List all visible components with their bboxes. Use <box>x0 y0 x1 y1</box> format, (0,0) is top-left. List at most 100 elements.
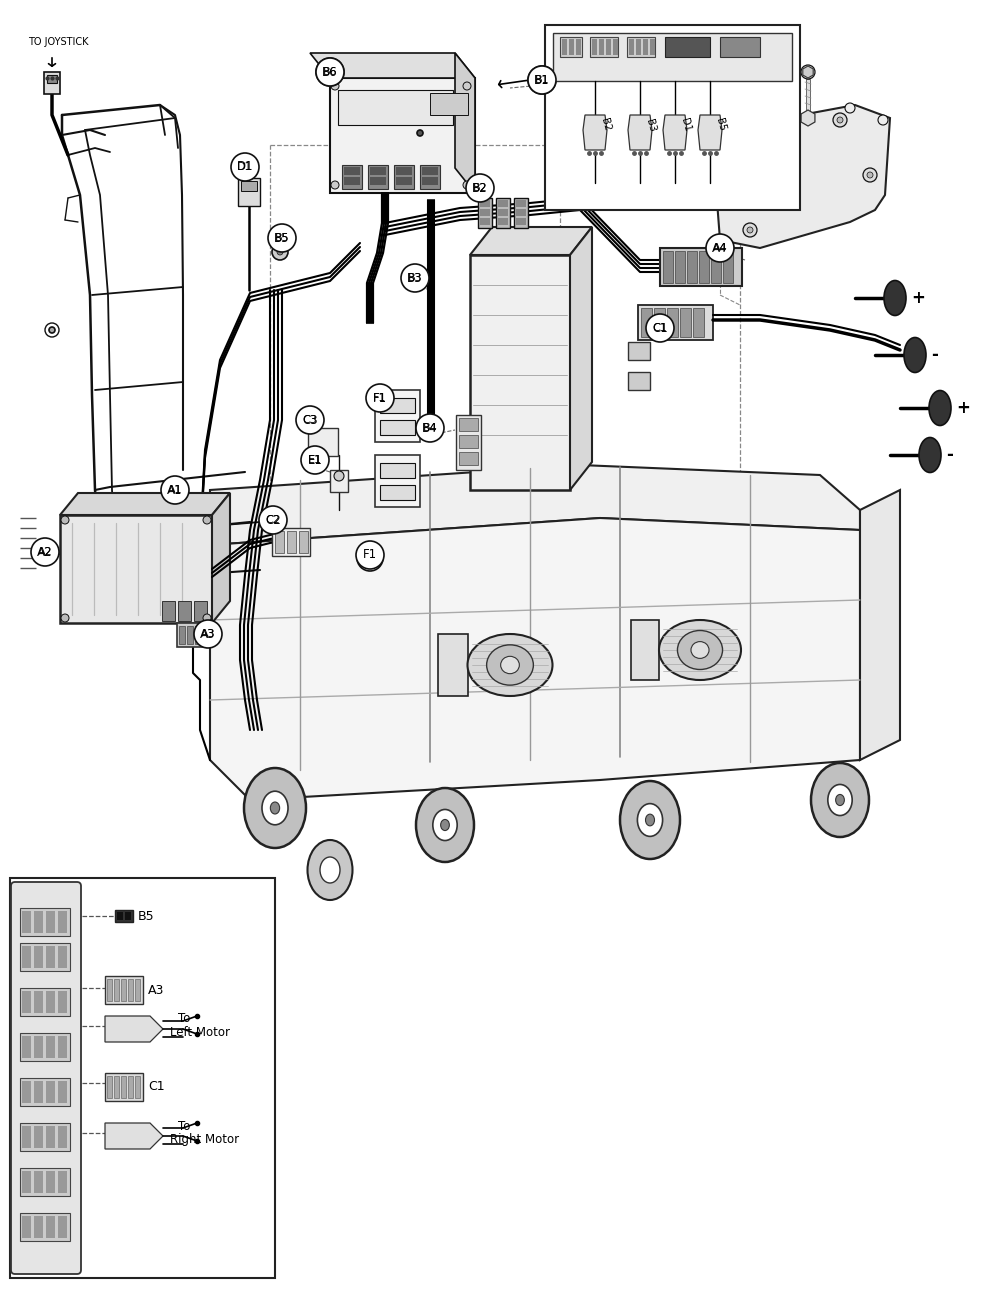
Bar <box>114 979 119 1001</box>
Circle shape <box>161 476 189 505</box>
Bar <box>46 911 55 933</box>
Circle shape <box>647 315 673 341</box>
Circle shape <box>331 180 339 190</box>
Bar <box>58 946 67 968</box>
Text: Right Motor: Right Motor <box>170 1133 239 1146</box>
Bar <box>631 620 659 680</box>
Circle shape <box>467 175 493 201</box>
Bar <box>46 1216 55 1238</box>
Ellipse shape <box>620 782 680 859</box>
Circle shape <box>302 447 328 473</box>
Bar <box>553 33 792 81</box>
Bar <box>22 911 31 933</box>
Text: TO JOYSTICK: TO JOYSTICK <box>28 37 88 47</box>
Text: -: - <box>946 446 953 464</box>
Bar <box>162 601 175 621</box>
Bar <box>20 1033 70 1061</box>
Circle shape <box>297 406 323 433</box>
Bar <box>498 209 508 216</box>
Circle shape <box>867 173 873 178</box>
Ellipse shape <box>262 791 288 825</box>
Text: B5: B5 <box>138 910 155 923</box>
Ellipse shape <box>828 784 852 816</box>
Bar <box>178 601 191 621</box>
Bar <box>599 39 604 55</box>
Bar <box>105 976 143 1004</box>
Circle shape <box>268 223 296 252</box>
Circle shape <box>45 323 59 337</box>
Bar <box>179 626 185 644</box>
Text: B5: B5 <box>274 231 290 244</box>
Ellipse shape <box>320 857 340 884</box>
Circle shape <box>260 507 286 533</box>
Circle shape <box>194 620 222 648</box>
Bar <box>34 991 43 1013</box>
Circle shape <box>61 614 69 622</box>
Circle shape <box>417 129 423 136</box>
Bar <box>46 1171 55 1193</box>
Bar <box>516 200 526 207</box>
Bar <box>58 1036 67 1057</box>
Bar <box>638 305 713 340</box>
Bar <box>20 1078 70 1106</box>
Circle shape <box>743 223 757 237</box>
Bar <box>613 39 618 55</box>
Text: A1: A1 <box>168 485 182 495</box>
Bar <box>498 218 508 225</box>
Text: B3: B3 <box>407 272 423 285</box>
Bar <box>514 197 528 227</box>
Ellipse shape <box>441 819 449 830</box>
Circle shape <box>49 327 55 333</box>
Bar <box>177 623 209 647</box>
Ellipse shape <box>468 634 552 697</box>
Ellipse shape <box>416 788 474 863</box>
Circle shape <box>357 545 383 571</box>
Bar <box>46 991 55 1013</box>
Bar <box>438 634 468 697</box>
Bar <box>15 886 77 1270</box>
Circle shape <box>231 153 259 180</box>
Text: B1: B1 <box>534 73 550 86</box>
Bar <box>58 911 67 933</box>
Bar <box>330 78 475 193</box>
Text: D1: D1 <box>237 161 253 174</box>
Text: F1: F1 <box>358 553 371 563</box>
Bar <box>10 878 275 1278</box>
Bar <box>114 1076 119 1098</box>
Text: D1: D1 <box>237 162 253 173</box>
Circle shape <box>272 244 288 260</box>
Bar <box>46 1127 55 1148</box>
Circle shape <box>316 58 344 86</box>
Text: F1: F1 <box>373 393 387 403</box>
Text: To: To <box>178 1120 190 1132</box>
Circle shape <box>203 614 211 622</box>
Ellipse shape <box>637 804 663 836</box>
Bar <box>380 420 415 435</box>
Bar <box>723 251 733 284</box>
Bar <box>396 167 412 175</box>
Bar <box>665 37 710 58</box>
Text: Left Motor: Left Motor <box>170 1026 230 1039</box>
Bar <box>241 180 257 191</box>
Bar <box>627 37 655 58</box>
Bar <box>20 1123 70 1151</box>
Text: A2: A2 <box>38 548 52 557</box>
Text: B3: B3 <box>408 273 422 284</box>
Circle shape <box>334 471 344 481</box>
Text: -: - <box>931 346 938 365</box>
Circle shape <box>416 414 444 442</box>
Bar <box>22 1216 31 1238</box>
Circle shape <box>837 118 843 123</box>
Ellipse shape <box>270 802 280 814</box>
Bar <box>20 908 70 936</box>
Circle shape <box>747 227 753 233</box>
Bar <box>20 1213 70 1242</box>
Ellipse shape <box>501 656 519 673</box>
Text: A4: A4 <box>712 242 728 255</box>
Text: B5: B5 <box>714 118 727 132</box>
Bar <box>480 218 490 225</box>
Circle shape <box>331 82 339 90</box>
Bar <box>375 455 420 507</box>
Text: A2: A2 <box>37 545 53 558</box>
Bar <box>480 200 490 207</box>
